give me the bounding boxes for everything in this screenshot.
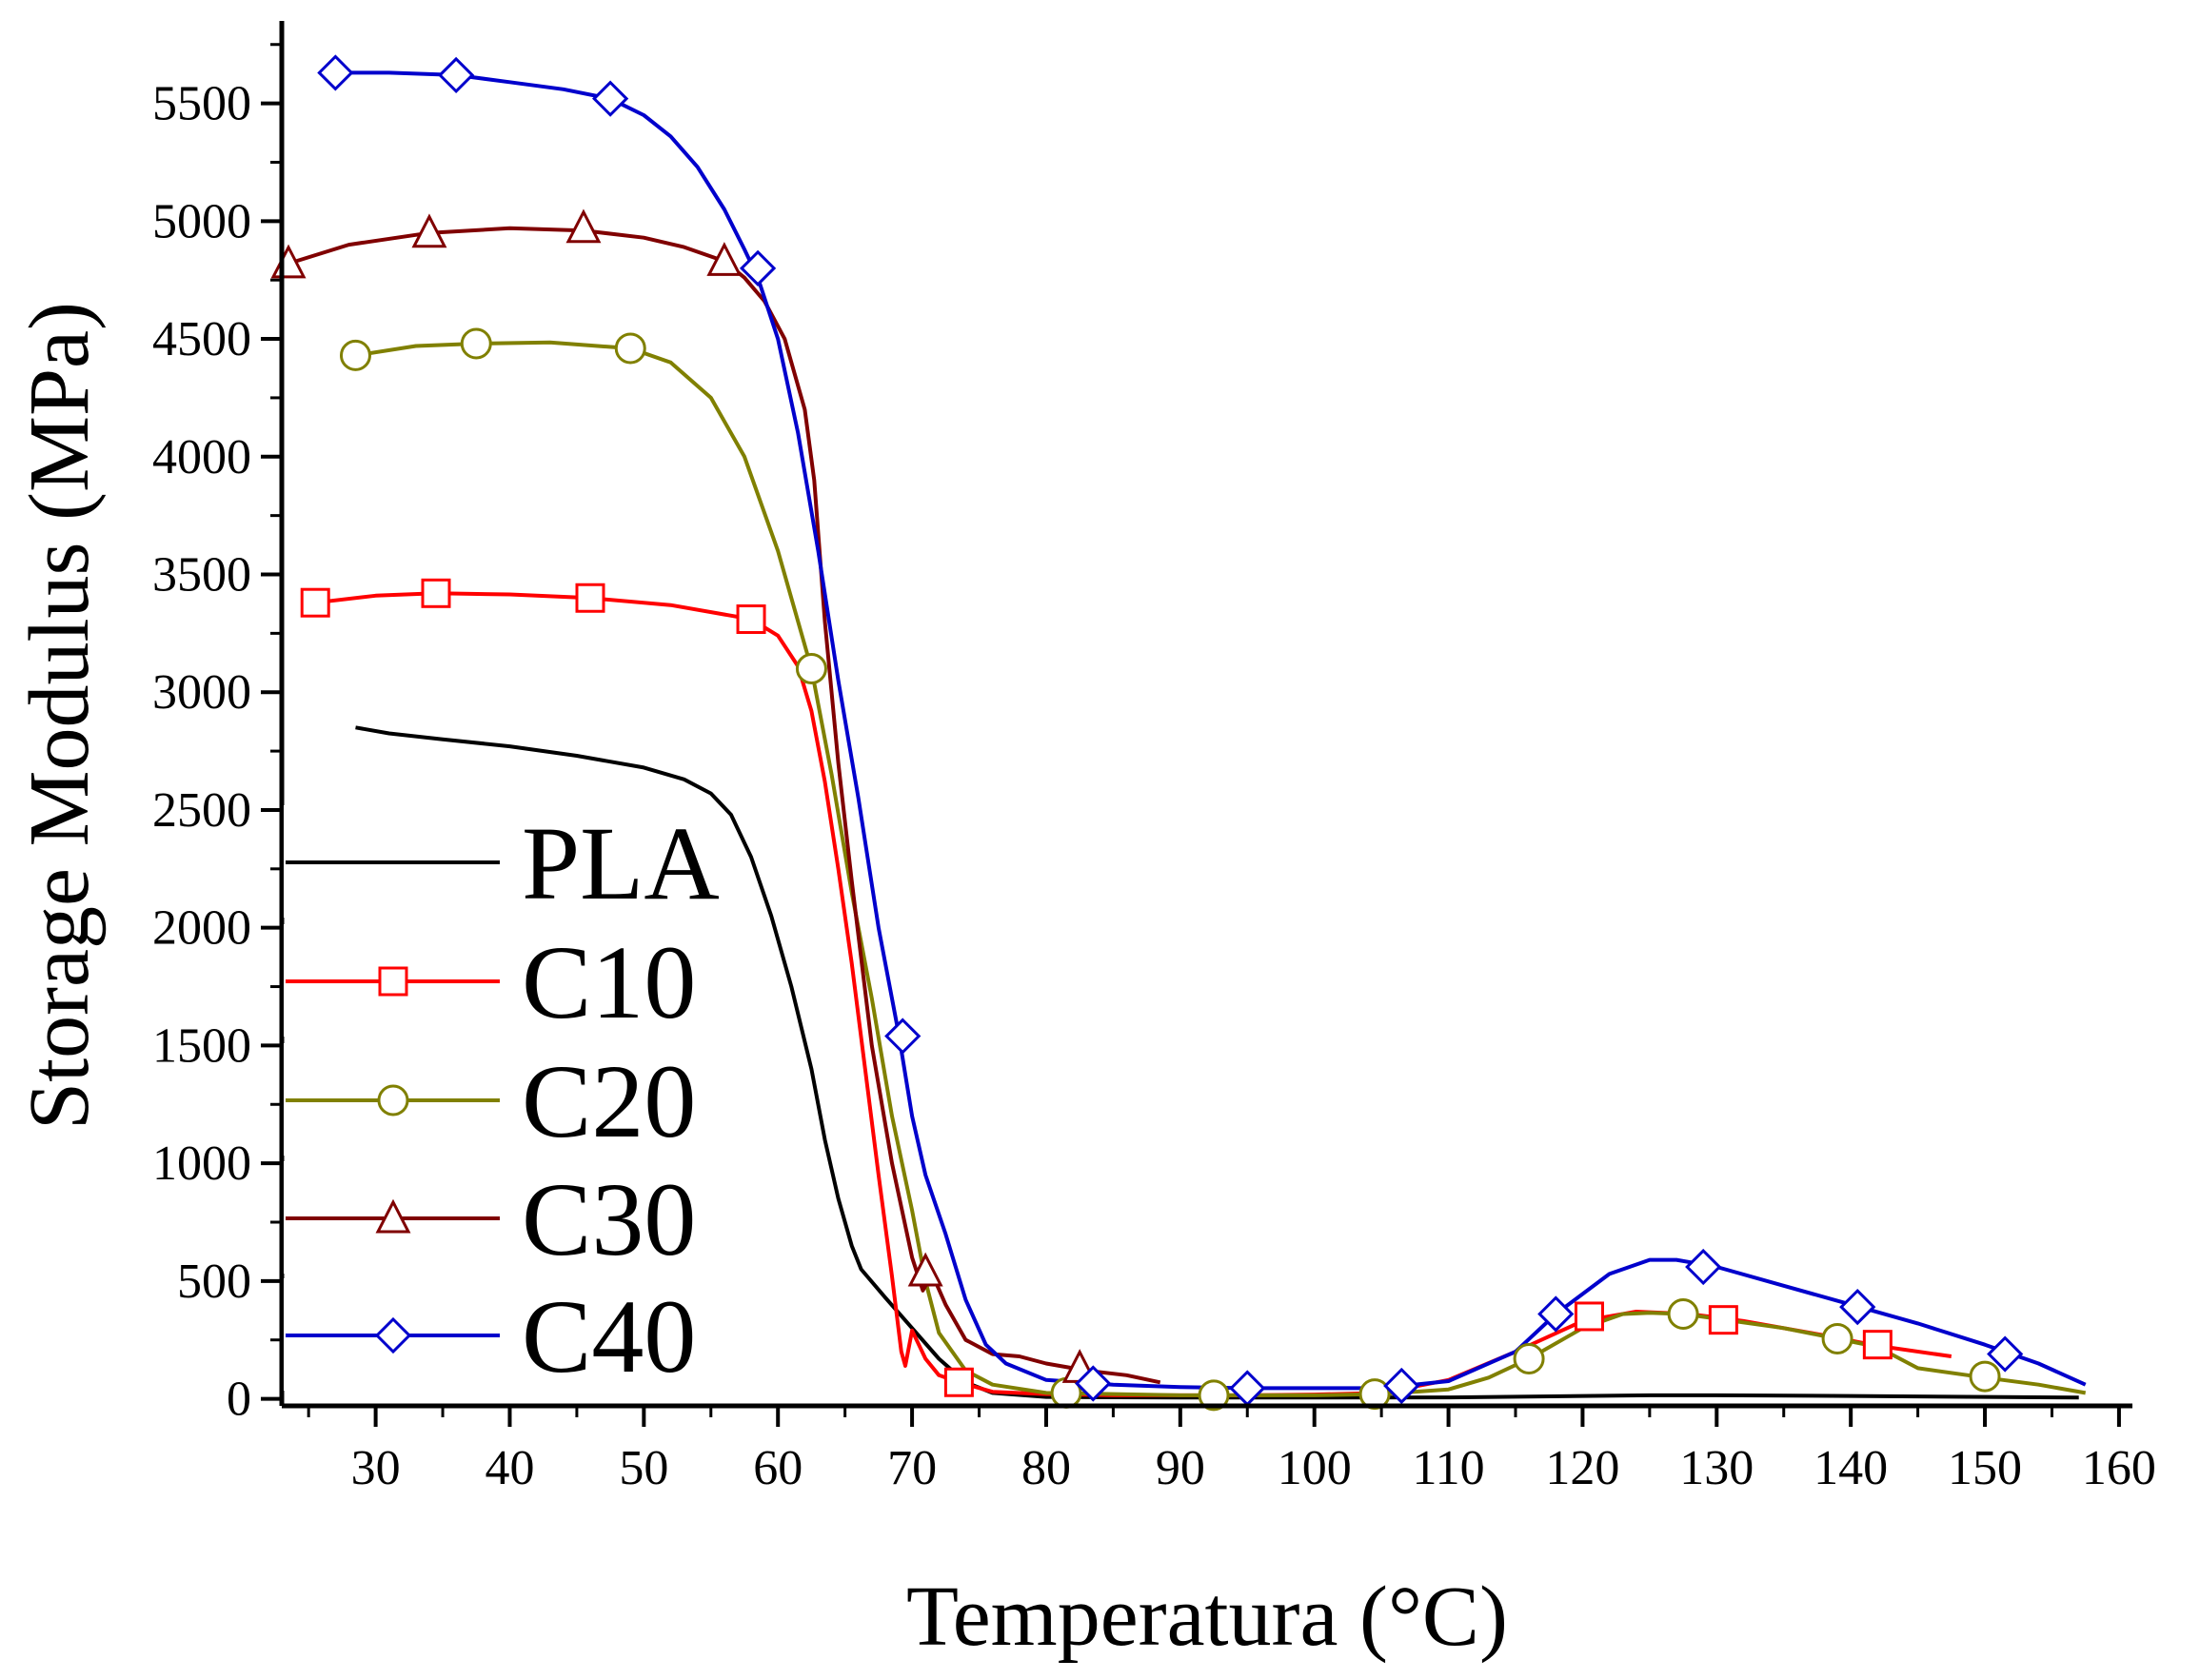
x-tick-label: 120 [1545,1441,1619,1495]
x-tick-label: 140 [1814,1441,1888,1495]
data-point-c40 [592,80,629,117]
data-point-c20 [460,327,492,360]
data-point-c40 [1685,1248,1722,1286]
data-point-c20 [339,339,371,371]
data-point-c40 [1383,1367,1420,1405]
legend-marker [375,1198,411,1234]
x-tick-label: 60 [753,1441,803,1495]
legend-label: C30 [522,1161,696,1277]
series-line-pla [355,725,2079,1400]
x-tick-label: 70 [887,1441,937,1495]
x-tick-label: 90 [1156,1441,1205,1495]
data-point-c10 [1574,1301,1604,1332]
data-point-c40 [1987,1335,2024,1373]
data-point-c40 [1229,1370,1266,1407]
x-axis-title: Temperatura (°C) [906,1570,1508,1664]
x-ticks: 30 40 50 60 70 80 90 100 110 120 130 140 150 160 [307,1406,2156,1495]
y-tick-label: 4500 [152,312,251,366]
series-line-c30 [287,226,1161,1385]
data-point-c40 [884,1018,922,1055]
data-point-c10 [421,578,451,608]
y-ticks: 0 500 1000 1500 2000 2500 3000 3500 4000 4500 5000… [152,43,282,1427]
legend-item-c40: C40 [284,1278,703,1394]
data-point-c40 [438,56,475,94]
data-point-c40 [1075,1365,1112,1402]
x-tick-label: 80 [1021,1441,1071,1495]
x-tick-label: 150 [1948,1441,2022,1495]
data-point-c30 [565,208,602,244]
y-tick-label: 1000 [152,1136,251,1191]
legend-item-pla: PLA [284,805,720,921]
data-point-c10 [300,587,330,618]
legend-marker [378,966,408,997]
x-tick-label: 50 [619,1441,668,1495]
data-point-c20 [1821,1322,1853,1354]
data-point-c20 [614,332,646,365]
data-point-c10 [1708,1305,1738,1335]
data-point-c20 [1667,1297,1699,1330]
data-point-c20 [1513,1343,1545,1375]
y-tick-label: 2500 [152,783,251,838]
y-tick-label: 4000 [152,430,251,484]
legend-marker [374,1316,412,1354]
data-point-c30 [411,213,447,248]
series-line-c40 [335,70,2087,1391]
marker-layer [270,54,2024,1412]
data-point-c20 [1358,1378,1391,1411]
legend-label: C20 [522,1043,696,1159]
legend-marker [377,1084,409,1117]
data-point-c40 [1537,1295,1575,1333]
data-point-c20 [1198,1379,1230,1412]
plot-area [270,54,2087,1412]
data-point-c30 [907,1252,943,1287]
x-tick-label: 130 [1679,1441,1754,1495]
data-point-c10 [736,604,766,635]
y-tick-label: 3500 [152,548,251,603]
legend-label: C10 [522,924,696,1040]
x-tick-label: 30 [351,1441,401,1495]
y-tick-label: 500 [177,1255,251,1309]
data-point-c20 [795,652,827,684]
data-point-c10 [575,583,605,613]
data-point-c20 [1969,1360,2001,1393]
legend-item-c30: C30 [284,1161,703,1277]
data-point-c40 [317,54,354,91]
data-point-c10 [943,1367,974,1397]
y-tick-label: 3000 [152,665,251,720]
legend-label: C40 [522,1278,696,1394]
legend-item-c10: C10 [284,924,703,1040]
y-tick-label: 2000 [152,901,251,956]
data-point-c40 [1839,1288,1876,1326]
y-tick-label: 5000 [152,194,251,248]
data-point-c40 [739,249,777,287]
y-tick-label: 1500 [152,1018,251,1073]
legend-item-c20: C20 [284,1043,703,1159]
y-tick-label: 5500 [152,77,251,131]
x-tick-label: 110 [1413,1441,1485,1495]
x-tick-label: 160 [2082,1441,2156,1495]
data-point-c30 [706,242,743,276]
x-tick-label: 40 [485,1441,534,1495]
x-tick-label: 100 [1278,1441,1352,1495]
axes [279,21,2132,1409]
y-axis-title: Storage Modulus (MPa) [12,302,107,1130]
y-tick-label: 0 [227,1373,251,1427]
legend-label: PLA [522,805,720,921]
data-point-c10 [1862,1330,1893,1360]
